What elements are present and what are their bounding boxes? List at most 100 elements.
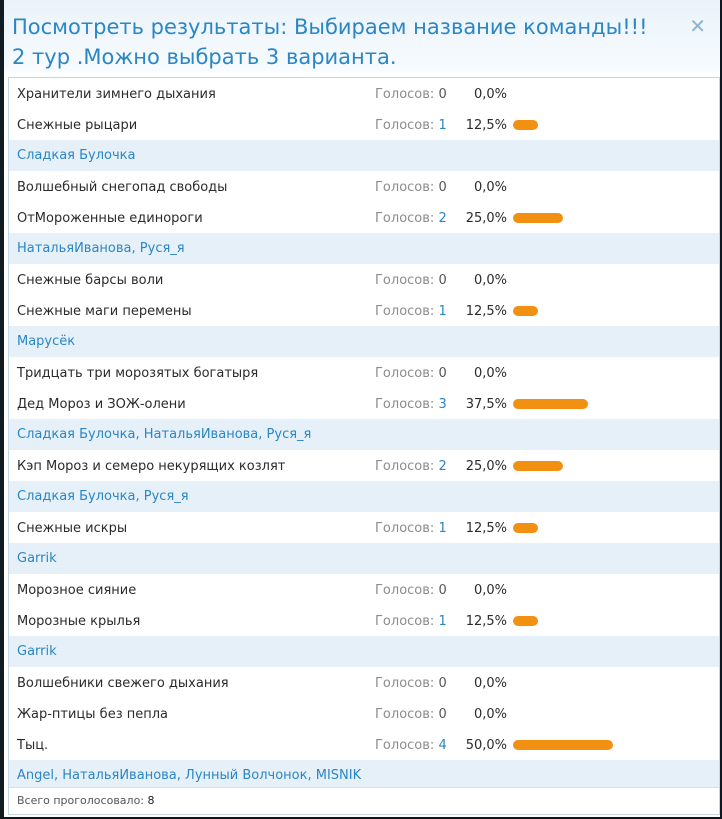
option-percent: 25,0% [465,211,507,226]
votes-label: Голосов: [375,118,435,133]
votes-count[interactable]: 3 [438,397,447,412]
voter-link[interactable]: НатальяИванова [62,768,177,783]
voter-link[interactable]: НатальяИванова [17,241,132,256]
option-votes: Голосов: 0 [375,273,447,288]
voters-list: Марусёк [17,334,75,349]
voter-link[interactable]: Руся_я [143,489,189,504]
option-votes: Голосов: 0 [375,583,447,598]
results-footer: Всего проголосовало: 8 [9,787,719,814]
option-percent: 25,0% [465,459,507,474]
option-percent: 37,5% [465,397,507,412]
vote-bar [513,616,538,626]
option-percent: 0,0% [473,676,507,691]
poll-option-row: Волшебный снегопад свободы Голосов: 0 0,0% [9,171,719,202]
votes-count[interactable]: 2 [438,459,447,474]
option-percent: 0,0% [473,180,507,195]
voter-link[interactable]: Garrik [17,644,57,659]
total-voters-count: 8 [147,794,155,807]
vote-bar [513,399,588,409]
option-percent: 0,0% [473,366,507,381]
vote-bar [513,306,538,316]
votes-label: Голосов: [375,273,435,288]
vote-bar [513,523,538,533]
voter-link[interactable]: Сладкая Булочка [17,148,136,163]
vote-bar [513,740,613,750]
voters-row: Angel, НатальяИванова, Лунный Волчонок, … [9,760,719,791]
option-percent: 12,5% [465,521,507,536]
votes-count: 0 [438,676,447,691]
votes-label: Голосов: [375,583,435,598]
option-votes: Голосов: 0 [375,180,447,195]
voter-link[interactable]: Руся_я [139,241,185,256]
poll-option-row: Снежные барсы воли Голосов: 0 0,0% [9,264,719,295]
voter-link[interactable]: Сладкая Булочка [17,489,136,504]
option-name: Снежные маги перемены [17,304,192,319]
option-percent: 0,0% [473,583,507,598]
votes-count[interactable]: 1 [438,304,447,319]
poll-option-row: Морозное сияние Голосов: 0 0,0% [9,574,719,605]
voters-row: Garrik [9,636,719,667]
voter-link[interactable]: MISNIK [315,768,362,783]
votes-count: 0 [438,180,447,195]
voters-row: Сладкая Булочка [9,140,719,171]
voters-row: Сладкая Булочка, Руся_я [9,481,719,512]
voter-link[interactable]: Сладкая Булочка [17,427,136,442]
close-icon[interactable]: ✕ [689,14,706,38]
votes-label: Голосов: [375,180,435,195]
option-name: Дед Мороз и ЗОЖ-олени [17,397,186,412]
votes-count: 0 [438,366,447,381]
voters-list: Сладкая Булочка, НатальяИванова, Руся_я [17,427,312,442]
option-votes: Голосов: 2 [375,459,447,474]
poll-option-row: Тыц. Голосов: 4 50,0% [9,729,719,760]
votes-label: Голосов: [375,614,435,629]
votes-count[interactable]: 1 [438,614,447,629]
voter-link[interactable]: Руся_я [266,427,312,442]
option-name: Морозные крылья [17,614,141,629]
option-percent: 12,5% [465,614,507,629]
votes-count: 0 [438,707,447,722]
voters-list: Garrik [17,644,57,659]
option-name: Тыц. [17,738,49,753]
votes-count[interactable]: 4 [438,738,447,753]
votes-label: Голосов: [375,738,435,753]
voters-list: Сладкая Булочка [17,148,136,163]
votes-count[interactable]: 2 [438,211,447,226]
option-percent: 0,0% [473,707,507,722]
option-votes: Голосов: 0 [375,87,447,102]
votes-count[interactable]: 1 [438,521,447,536]
poll-option-row: Жар-птицы без пепла Голосов: 0 0,0% [9,698,719,729]
voter-link[interactable]: Garrik [17,551,57,566]
option-votes: Голосов: 1 [375,614,447,629]
poll-option-row: Хранители зимнего дыхания Голосов: 0 0,0% [9,78,719,109]
voter-link[interactable]: НатальяИванова [143,427,259,442]
votes-label: Голосов: [375,397,435,412]
voter-link[interactable]: Angel [17,768,54,783]
voter-link[interactable]: Лунный Волчонок [185,768,308,783]
option-percent: 12,5% [465,118,507,133]
votes-count: 0 [438,87,447,102]
votes-label: Голосов: [375,521,435,536]
voter-link[interactable]: Марусёк [17,334,76,349]
option-name: Хранители зимнего дыхания [17,87,216,102]
option-name: Снежные искры [17,521,128,536]
results-list: Хранители зимнего дыхания Голосов: 0 0,0% С… [9,78,719,791]
voters-row: Garrik [9,543,719,574]
vote-bar [513,120,538,130]
option-percent: 0,0% [473,273,507,288]
option-name: Морозное сияние [17,583,137,598]
option-percent: 12,5% [465,304,507,319]
option-percent: 50,0% [465,738,507,753]
vote-bar [513,461,563,471]
voters-row: Сладкая Булочка, НатальяИванова, Руся_я [9,419,719,450]
option-votes: Голосов: 0 [375,366,447,381]
votes-count[interactable]: 1 [438,118,447,133]
option-name: Снежные барсы воли [17,273,164,288]
dialog-header: Посмотреть результаты: Выбираем название… [4,0,720,77]
poll-option-row: Снежные искры Голосов: 1 12,5% [9,512,719,543]
voters-row: НатальяИванова, Руся_я [9,233,719,264]
poll-option-row: Кэп Мороз и семеро некурящих козлят Голос… [9,450,719,481]
poll-option-row: Снежные маги перемены Голосов: 1 12,5% [9,295,719,326]
vote-bar [513,213,563,223]
votes-label: Голосов: [375,304,435,319]
